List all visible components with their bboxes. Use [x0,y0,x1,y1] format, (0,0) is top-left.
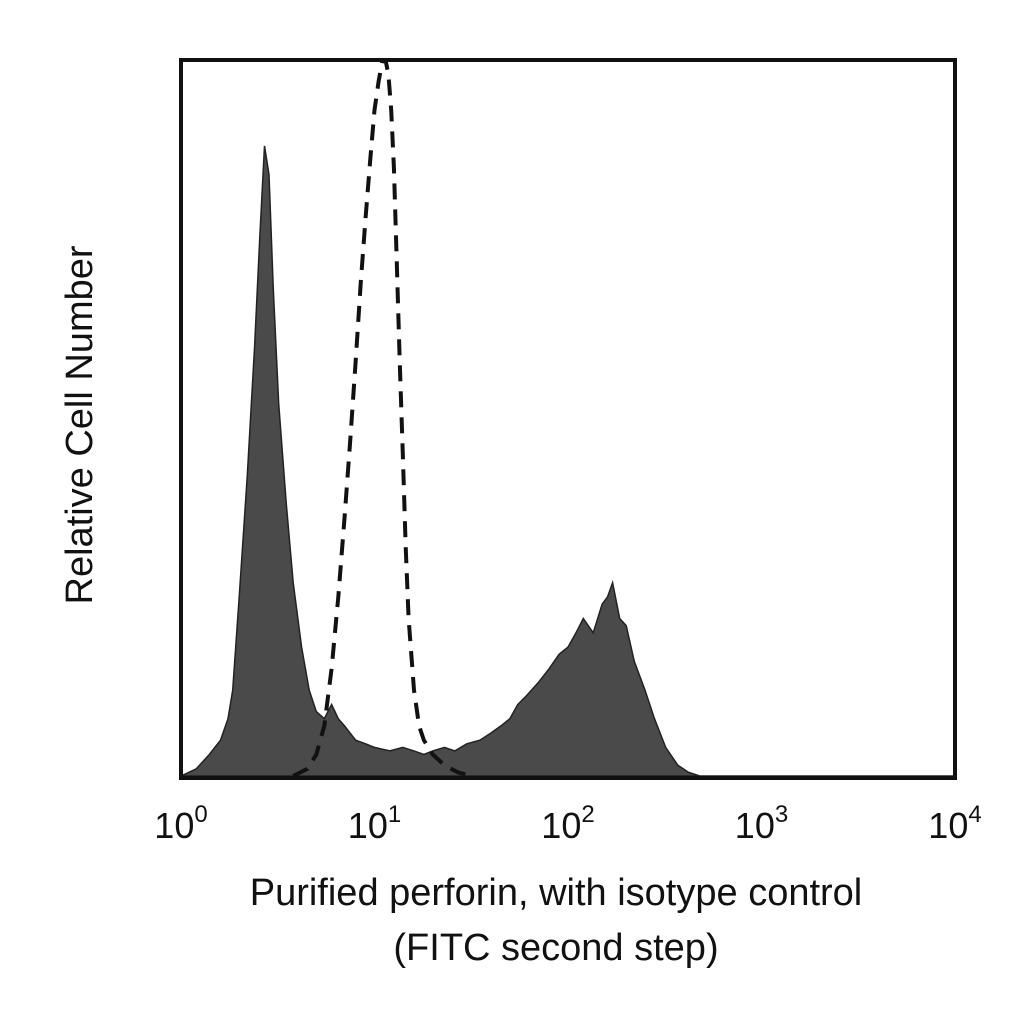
x-tick-labels: 100 101 102 103 104 [154,801,981,846]
y-axis-label: Relative Cell Number [59,245,101,604]
x-tick-label: 100 [154,801,207,846]
x-tick-label: 101 [348,801,401,846]
x-tick-label: 102 [541,801,594,846]
x-axis-label-line-1: Purified perforin, with isotype control [250,872,863,914]
x-tick-label: 104 [928,801,981,846]
plot-frame [179,58,957,780]
x-axis-label-line-2: (FITC second step) [393,927,718,969]
x-tick-label: 103 [735,801,788,846]
